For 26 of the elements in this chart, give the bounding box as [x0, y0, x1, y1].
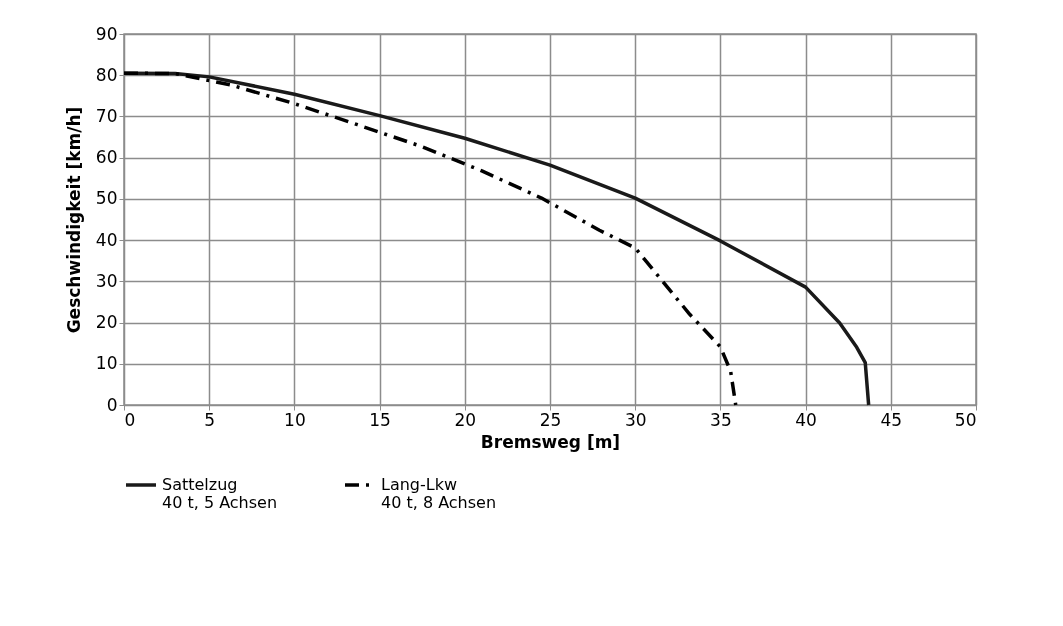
x-tick-label: 0	[124, 409, 136, 430]
x-tick-label: 40	[795, 409, 817, 430]
x-tick-label: 50	[954, 409, 977, 430]
legend-label: Sattelzug 40 t, 5 Achsen	[162, 475, 278, 512]
x-tick-label: 35	[710, 409, 732, 430]
legend-label: Lang-Lkw 40 t, 8 Achsen	[381, 475, 497, 512]
x-tick-label: 20	[454, 409, 477, 430]
y-axis-title: Geschwindigkeit [km/h]	[63, 106, 84, 334]
y-tick-label: 0	[106, 394, 118, 415]
x-tick-label: 15	[369, 409, 391, 430]
x-tick-label: 25	[539, 409, 562, 430]
y-tick-label: 20	[95, 312, 118, 333]
x-tick-label: 10	[284, 409, 306, 430]
y-tick-label: 30	[95, 270, 118, 291]
y-tick-label: 90	[95, 23, 118, 44]
y-tick-label: 80	[95, 64, 118, 85]
y-tick-label: 10	[95, 353, 118, 374]
y-tick-label: 50	[95, 188, 118, 209]
y-tick-label: 40	[95, 229, 118, 250]
x-tick-label: 45	[880, 409, 903, 430]
x-tick-label: 30	[624, 409, 647, 430]
x-tick-label: 5	[204, 409, 216, 430]
line-series	[122, 71, 738, 407]
y-tick-label: 70	[95, 105, 118, 126]
x-axis-title: Bremsweg [m]	[480, 431, 621, 452]
y-tick-label: 60	[95, 147, 118, 168]
